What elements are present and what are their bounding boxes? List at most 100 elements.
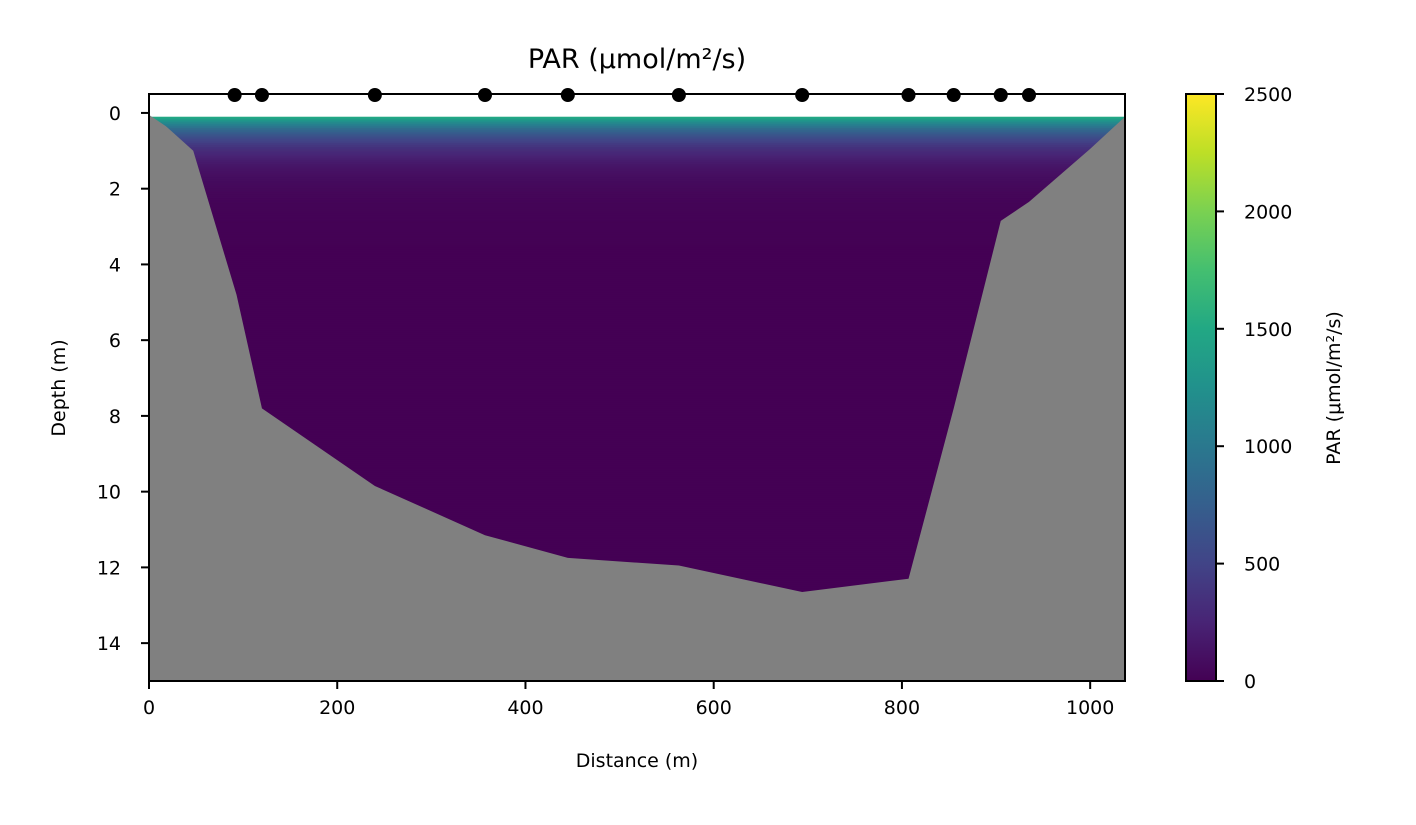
par-depth-band [149, 220, 1125, 224]
par-depth-band [149, 340, 1125, 343]
par-depth-band [149, 249, 1125, 252]
par-depth-band [149, 404, 1125, 408]
colorbar-gradient [1185, 93, 1217, 682]
par-depth-band [149, 181, 1125, 184]
par-depth-band [149, 476, 1125, 479]
par-depth-band [149, 239, 1125, 243]
par-depth-band [149, 251, 1125, 254]
par-depth-band [149, 364, 1125, 368]
par-depth-band [149, 438, 1125, 442]
par-depth-band [149, 540, 1125, 544]
par-depth-band [149, 256, 1125, 260]
par-depth-band [149, 304, 1125, 307]
par-depth-band [149, 351, 1125, 355]
y-tick-label: 2 [109, 179, 121, 201]
par-depth-band [149, 501, 1125, 504]
par-depth-band [149, 289, 1125, 292]
par-depth-band [149, 294, 1125, 298]
par-depth-band [149, 326, 1125, 330]
par-depth-band [149, 432, 1125, 436]
par-depth-band [149, 389, 1125, 392]
x-tick-label: 0 [143, 697, 155, 719]
par-depth-band [149, 148, 1125, 152]
par-depth-band [149, 222, 1125, 226]
x-tick-label: 200 [319, 697, 355, 719]
par-depth-band [149, 440, 1125, 444]
par-depth-band [149, 194, 1125, 197]
par-depth-band [149, 309, 1125, 313]
par-depth-band [149, 542, 1125, 546]
par-depth-band [149, 147, 1125, 150]
x-axis: 0 200 400 600 800 1000 [143, 681, 1114, 719]
par-depth-band [149, 313, 1125, 317]
par-depth-band [149, 245, 1125, 248]
par-depth-band [149, 446, 1125, 449]
par-depth-band [149, 465, 1125, 468]
par-depth-band [149, 338, 1125, 341]
par-depth-band [149, 537, 1125, 540]
par-depth-band [149, 467, 1125, 470]
par-depth-band [149, 557, 1125, 561]
par-depth-band [149, 457, 1125, 461]
y-tick-label: 12 [97, 557, 121, 579]
par-depth-band [149, 376, 1125, 379]
par-depth-band [149, 135, 1125, 139]
par-depth-band [149, 442, 1125, 445]
par-depth-band [149, 120, 1125, 124]
par-depth-band [149, 357, 1125, 360]
par-depth-band [149, 406, 1125, 409]
par-depth-band [149, 277, 1125, 281]
par-depth-band [149, 459, 1125, 462]
par-depth-band [149, 425, 1125, 428]
par-depth-band [149, 470, 1125, 474]
par-depth-band [149, 137, 1125, 141]
par-depth-band [149, 489, 1125, 493]
par-depth-band [149, 436, 1125, 440]
par-depth-band [149, 544, 1125, 548]
y-tick-label: 6 [109, 330, 121, 352]
par-depth-band [149, 154, 1125, 158]
par-depth-band [149, 516, 1125, 519]
par-depth-band [149, 296, 1125, 300]
par-depth-band [149, 421, 1125, 425]
par-depth-band [149, 328, 1125, 332]
par-depth-band [149, 215, 1125, 218]
par-depth-band [149, 334, 1125, 337]
par-depth-band [149, 179, 1125, 182]
par-depth-band [149, 319, 1125, 322]
y-tick-label: 14 [97, 633, 121, 655]
par-depth-band [149, 237, 1125, 241]
par-depth-band [149, 449, 1125, 453]
par-depth-band [149, 431, 1125, 434]
par-depth-band [149, 554, 1125, 557]
par-depth-band [149, 192, 1125, 195]
y-tick-label: 8 [109, 406, 121, 428]
par-depth-band [149, 124, 1125, 127]
par-depth-band [149, 349, 1125, 353]
colorbar-tick-label: 1500 [1244, 319, 1292, 341]
par-depth-band [149, 381, 1125, 385]
par-depth-band [149, 323, 1125, 326]
par-depth-band [149, 262, 1125, 266]
par-depth-band [149, 156, 1125, 159]
par-depth-band [149, 514, 1125, 517]
par-depth-band [149, 188, 1125, 192]
par-depth-band [149, 503, 1125, 506]
colorbar-tick-label: 2000 [1244, 201, 1292, 223]
par-depth-band [149, 491, 1125, 495]
x-tick-label: 800 [884, 697, 920, 719]
par-depth-band [149, 372, 1125, 375]
par-depth-band [149, 379, 1125, 383]
par-depth-band [149, 538, 1125, 542]
par-depth-band [149, 182, 1125, 186]
par-depth-band [149, 311, 1125, 315]
par-depth-band [149, 175, 1125, 178]
x-axis-label: Distance (m) [576, 750, 698, 772]
par-depth-band [149, 260, 1125, 264]
par-depth-band [149, 184, 1125, 188]
par-depth-band [149, 360, 1125, 364]
par-depth-band [149, 487, 1125, 491]
par-depth-band [149, 247, 1125, 250]
par-depth-band [149, 529, 1125, 533]
par-depth-band [149, 218, 1125, 222]
